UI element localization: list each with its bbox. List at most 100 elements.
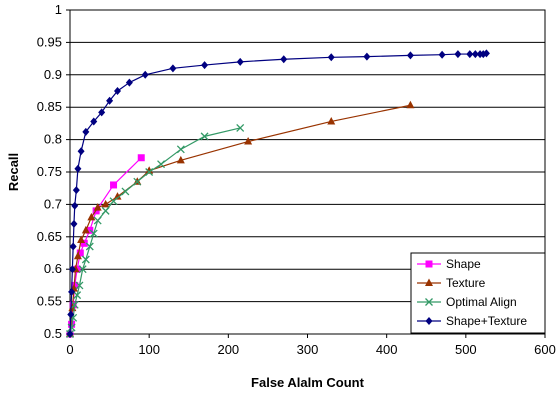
data-point (438, 50, 446, 59)
data-point (327, 53, 335, 62)
data-point (78, 265, 87, 274)
x-axis: 0 100 200 300 400 500 600 (66, 334, 556, 357)
data-point (67, 323, 76, 332)
data-point (93, 216, 102, 225)
legend-label: Shape (446, 257, 481, 271)
data-point (125, 78, 133, 87)
legend-item: Shape (417, 257, 481, 271)
data-point (77, 147, 85, 156)
y-axis: 0.5 0.55 0.6 0.65 0.7 0.75 0.8 0.85 0.9 0.95 1 (37, 2, 70, 341)
data-point (89, 229, 98, 238)
y-tick-label: 0.75 (37, 164, 62, 179)
data-point (176, 145, 185, 154)
data-point (454, 50, 462, 59)
legend-label: Texture (446, 276, 486, 290)
legend-marker (425, 260, 433, 268)
data-point (114, 87, 121, 95)
legend-item: Shape+Texture (417, 314, 527, 328)
data-point (75, 281, 84, 290)
data-point (101, 199, 110, 208)
data-point (280, 55, 288, 64)
data-point (90, 117, 98, 126)
data-point (169, 64, 177, 73)
legend-item: Texture (417, 276, 486, 290)
x-tick-label: 400 (376, 342, 398, 357)
data-point (93, 203, 102, 211)
data-point (200, 132, 209, 141)
data-point (98, 108, 106, 117)
data-point (137, 154, 145, 162)
y-tick-label: 0.6 (44, 261, 62, 276)
data-point (109, 197, 118, 206)
legend-marker (425, 317, 433, 325)
data-point (363, 52, 371, 61)
data-point (101, 206, 110, 215)
y-tick-label: 0.85 (37, 99, 62, 114)
data-point (110, 181, 118, 189)
x-tick-label: 0 (66, 342, 73, 357)
data-point (77, 235, 86, 244)
data-point (68, 287, 76, 296)
data-point (244, 137, 253, 145)
series-layer (66, 49, 490, 338)
data-point (69, 242, 77, 251)
y-tick-label: 0.7 (44, 196, 62, 211)
y-tick-label: 0.8 (44, 132, 62, 147)
data-point (81, 255, 90, 264)
data-point (145, 166, 154, 174)
data-point (176, 155, 185, 164)
data-point (113, 192, 122, 200)
data-point (406, 51, 414, 60)
x-tick-label: 200 (217, 342, 239, 357)
data-point (145, 168, 154, 176)
data-point (70, 219, 78, 228)
x-tick-label: 300 (297, 342, 319, 357)
data-point (71, 201, 79, 210)
data-point (482, 49, 490, 58)
data-point (68, 265, 76, 274)
y-tick-label: 0.5 (44, 326, 62, 341)
y-tick-label: 0.65 (37, 229, 62, 244)
y-tick-label: 0.95 (37, 34, 62, 49)
data-point (157, 160, 166, 169)
legend-item: Optimal Align (417, 295, 517, 309)
y-tick-label: 1 (55, 2, 62, 17)
data-point (141, 70, 149, 79)
legend-marker (425, 278, 433, 286)
legend-label: Optimal Align (446, 295, 517, 309)
data-point (471, 50, 479, 59)
data-point (72, 186, 80, 195)
data-point (236, 123, 245, 132)
legend: Shape Texture Optimal Align Shape+Texture (410, 252, 546, 334)
y-axis-title: Recall (6, 153, 21, 191)
data-point (121, 187, 130, 196)
data-point (66, 330, 74, 338)
series-optimal-align (66, 123, 245, 338)
data-point (80, 239, 88, 247)
x-tick-label: 600 (534, 342, 556, 357)
legend-marker (425, 298, 433, 306)
x-tick-label: 100 (138, 342, 160, 357)
data-point (82, 127, 90, 136)
data-point (76, 249, 84, 257)
legend-box (410, 252, 546, 334)
legend-label: Shape+Texture (446, 314, 527, 328)
data-point (327, 116, 336, 125)
data-point (67, 310, 75, 319)
data-point (73, 251, 82, 260)
data-point (133, 177, 142, 186)
data-point (87, 212, 96, 221)
x-tick-label: 500 (455, 342, 477, 357)
data-point (406, 100, 415, 109)
data-point (70, 300, 79, 309)
data-point (74, 164, 82, 173)
y-tick-label: 0.9 (44, 67, 62, 82)
data-point (86, 226, 94, 234)
data-point (236, 57, 244, 66)
data-point (73, 291, 82, 300)
data-point (466, 50, 474, 59)
y-tick-label: 0.55 (37, 294, 62, 309)
data-point (81, 225, 90, 234)
x-axis-title: False Alalm Count (251, 375, 365, 390)
